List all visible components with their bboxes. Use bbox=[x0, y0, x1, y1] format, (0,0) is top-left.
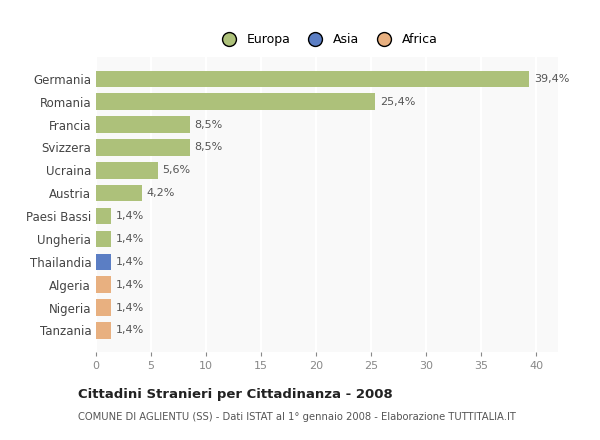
Text: 1,4%: 1,4% bbox=[116, 303, 144, 312]
Text: 8,5%: 8,5% bbox=[194, 120, 222, 129]
Bar bbox=[96, 185, 142, 202]
Text: COMUNE DI AGLIENTU (SS) - Dati ISTAT al 1° gennaio 2008 - Elaborazione TUTTITALI: COMUNE DI AGLIENTU (SS) - Dati ISTAT al … bbox=[78, 412, 516, 422]
Bar bbox=[96, 93, 376, 110]
Text: 1,4%: 1,4% bbox=[116, 211, 144, 221]
Text: 1,4%: 1,4% bbox=[116, 325, 144, 335]
Text: 1,4%: 1,4% bbox=[116, 257, 144, 267]
Text: 1,4%: 1,4% bbox=[116, 280, 144, 290]
Bar bbox=[96, 253, 112, 270]
Text: 25,4%: 25,4% bbox=[380, 97, 415, 106]
Text: 5,6%: 5,6% bbox=[162, 165, 190, 175]
Bar bbox=[96, 162, 158, 179]
Bar bbox=[96, 139, 190, 156]
Text: 4,2%: 4,2% bbox=[146, 188, 175, 198]
Bar bbox=[96, 116, 190, 133]
Text: Cittadini Stranieri per Cittadinanza - 2008: Cittadini Stranieri per Cittadinanza - 2… bbox=[78, 388, 393, 401]
Legend: Europa, Asia, Africa: Europa, Asia, Africa bbox=[212, 28, 443, 51]
Bar bbox=[96, 299, 112, 316]
Bar bbox=[96, 231, 112, 247]
Bar bbox=[96, 322, 112, 339]
Text: 8,5%: 8,5% bbox=[194, 143, 222, 152]
Bar bbox=[96, 276, 112, 293]
Text: 1,4%: 1,4% bbox=[116, 234, 144, 244]
Bar bbox=[96, 208, 112, 224]
Bar bbox=[96, 70, 529, 87]
Text: 39,4%: 39,4% bbox=[534, 74, 569, 84]
